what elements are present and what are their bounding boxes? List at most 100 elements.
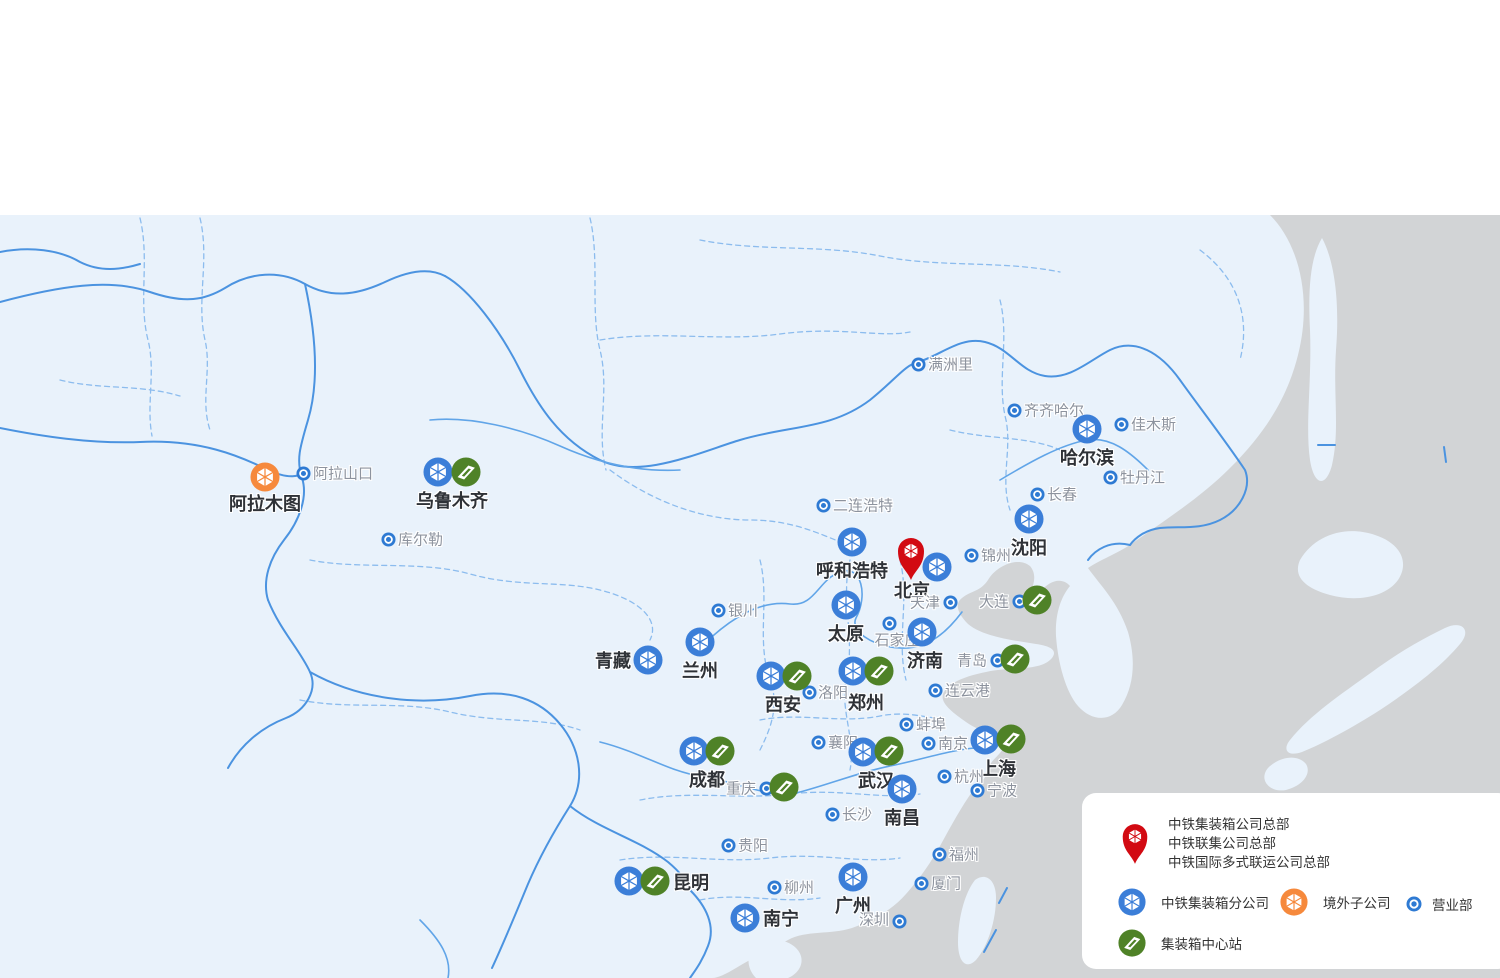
branch-icon[interactable] (838, 656, 868, 686)
office-icon[interactable] (295, 465, 311, 481)
legend-center-label: 集装箱中心站 (1161, 937, 1242, 952)
branch-icon[interactable] (730, 903, 760, 933)
office-icon[interactable] (942, 594, 958, 610)
city-label-taiyuan: 太原 (828, 624, 864, 644)
legend-branch-label: 中铁集装箱分公司 (1161, 896, 1269, 911)
city-label-harbin: 哈尔滨 (1060, 448, 1114, 468)
city-label-hangzhou: 杭州 (954, 768, 985, 786)
office-icon[interactable] (898, 716, 914, 732)
center-icon[interactable] (996, 724, 1026, 754)
office-icon[interactable] (801, 684, 817, 700)
legend-hq-line-3: 中铁国际多式联运公司总部 (1168, 855, 1330, 870)
legend-overseas-row: 境外子公司 (1280, 888, 1391, 916)
office-icon[interactable] (927, 682, 943, 698)
office-icon[interactable] (810, 734, 826, 750)
city-label-nanning: 南宁 (763, 909, 799, 929)
city-label-wuhan: 武汉 (858, 771, 894, 791)
office-icon[interactable] (969, 782, 985, 798)
office-icon[interactable] (766, 879, 782, 895)
office-icon[interactable] (963, 547, 979, 563)
legend-overseas-label: 境外子公司 (1323, 896, 1391, 911)
office-icon[interactable] (891, 913, 907, 929)
city-label-yinchuan: 银川 (728, 602, 759, 620)
center-icon[interactable] (782, 661, 812, 691)
city-label-changchun: 长春 (1047, 486, 1078, 504)
city-label-jiamusi: 佳木斯 (1131, 416, 1177, 434)
branch-icon[interactable] (831, 590, 861, 620)
center-icon[interactable] (1022, 585, 1052, 615)
center-icon[interactable] (864, 656, 894, 686)
office-icon[interactable] (1102, 469, 1118, 485)
legend-hq-line-1: 中铁集装箱公司总部 (1168, 817, 1290, 832)
branch-icon[interactable] (907, 617, 937, 647)
branch-icon[interactable] (887, 774, 917, 804)
office-icon[interactable] (758, 780, 774, 796)
branch-icon[interactable] (633, 645, 663, 675)
city-label-qingzang: 青藏 (595, 651, 631, 671)
legend-hq-line-2: 中铁联集公司总部 (1168, 836, 1276, 851)
center-icon[interactable] (705, 736, 735, 766)
city-label-shenyang: 沈阳 (1011, 538, 1047, 558)
office-icon[interactable] (1006, 402, 1022, 418)
office-icon[interactable] (1011, 593, 1027, 609)
city-label-changsha: 长沙 (842, 806, 873, 824)
city-label-guangzhou: 广州 (835, 896, 871, 916)
city-label-shanghai: 上海 (980, 759, 1016, 779)
branch-icon[interactable] (838, 862, 868, 892)
city-label-bengbu: 蚌埠 (916, 716, 947, 734)
city-label-qingdao: 青岛 (956, 652, 987, 670)
center-icon[interactable] (1000, 644, 1030, 674)
branch-icon[interactable] (970, 725, 1000, 755)
branch-icon[interactable] (1072, 414, 1102, 444)
center-icon[interactable] (874, 736, 904, 766)
office-icon[interactable] (920, 735, 936, 751)
city-label-xiamen: 厦门 (931, 875, 962, 893)
branch-icon[interactable] (837, 527, 867, 557)
city-label-lanzhou: 兰州 (682, 661, 718, 681)
office-icon[interactable] (910, 356, 926, 372)
container-center-station-icon (1118, 929, 1146, 957)
office-icon[interactable] (710, 602, 726, 618)
legend-branch-row: 中铁集装箱分公司 (1118, 888, 1269, 916)
city-label-chongqing: 重庆 (725, 780, 756, 798)
office-icon[interactable] (881, 615, 897, 631)
office-icon[interactable] (824, 806, 840, 822)
branch-icon[interactable] (679, 736, 709, 766)
branch-icon[interactable] (1014, 504, 1044, 534)
office-icon[interactable] (815, 497, 831, 513)
office-icon[interactable] (913, 875, 929, 891)
branch-icon[interactable] (685, 627, 715, 657)
city-label-korla: 库尔勒 (398, 531, 444, 549)
city-label-manzhouli: 满洲里 (928, 356, 974, 374)
city-label-shenzhen: 深圳 (858, 911, 889, 929)
hq-pin-icon (1118, 822, 1152, 866)
city-label-jinzhou: 锦州 (981, 547, 1012, 565)
center-icon[interactable] (769, 772, 799, 802)
city-label-xian: 西安 (765, 695, 801, 715)
branch-icon[interactable] (423, 457, 453, 487)
city-label-kunming: 昆明 (673, 873, 709, 893)
office-icon[interactable] (720, 837, 736, 853)
office-icon[interactable] (936, 768, 952, 784)
branch-icon[interactable] (756, 661, 786, 691)
legend-office-row: 营业部 (1406, 894, 1473, 914)
office-icon[interactable] (931, 846, 947, 862)
hq-icon[interactable] (893, 536, 929, 582)
office-icon[interactable] (1113, 416, 1129, 432)
branch-icon[interactable] (614, 866, 644, 896)
city-label-erenhot: 二连浩特 (833, 497, 894, 515)
office-icon[interactable] (989, 652, 1005, 668)
center-icon[interactable] (451, 457, 481, 487)
office-icon[interactable] (1029, 486, 1045, 502)
branch-icon[interactable] (922, 552, 952, 582)
city-label-alashankou: 阿拉山口 (313, 465, 374, 483)
city-label-dalian: 大连 (978, 593, 1009, 611)
city-label-qiqihar: 齐齐哈尔 (1024, 402, 1085, 420)
city-label-guiyang: 贵阳 (738, 837, 769, 855)
office-icon[interactable] (380, 531, 396, 547)
city-label-liuzhou: 柳州 (784, 879, 815, 897)
overseas-icon[interactable] (250, 462, 280, 492)
branch-icon[interactable] (848, 737, 878, 767)
city-label-zhengzhou: 郑州 (848, 693, 884, 713)
center-icon[interactable] (640, 866, 670, 896)
